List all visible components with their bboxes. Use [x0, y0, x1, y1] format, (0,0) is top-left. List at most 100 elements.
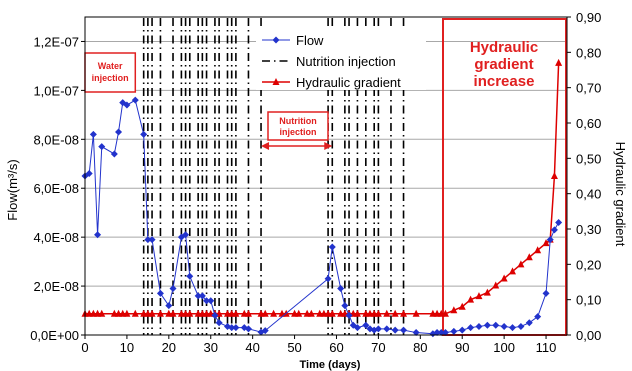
flow-point: [525, 319, 533, 327]
gradient-point: [467, 295, 475, 303]
flow-point: [85, 170, 93, 178]
gradient-point: [475, 292, 483, 300]
gradient-point: [555, 58, 563, 66]
y2-tick-label: 0,00: [576, 328, 601, 343]
nutrition-injection-label: injection: [279, 127, 316, 137]
flow-point: [182, 231, 190, 239]
flow-point: [94, 231, 102, 239]
gradient-point: [500, 274, 508, 282]
flow-point: [475, 322, 483, 330]
legend-background: [256, 28, 426, 90]
nutrition-injection-label: Nutrition: [279, 116, 317, 126]
flow-point: [169, 285, 177, 293]
y-tick-label: 8,0E-08: [33, 132, 79, 147]
gradient-point: [148, 309, 156, 317]
gradient-point: [328, 309, 336, 317]
x-tick-label: 30: [204, 340, 218, 355]
flow-point: [412, 329, 420, 337]
flow-point: [534, 313, 542, 321]
x-tick-label: 0: [81, 340, 88, 355]
flow-point: [144, 236, 152, 244]
x-tick-label: 110: [536, 340, 557, 355]
y2-tick-label: 0,60: [576, 116, 601, 131]
gradient-point: [186, 309, 194, 317]
flow-point: [450, 327, 458, 335]
flow-point: [198, 292, 206, 300]
flow-point: [353, 324, 361, 332]
flow-point: [500, 322, 508, 330]
y-tick-label: 4,0E-08: [33, 230, 79, 245]
legend-flow-marker: [272, 36, 280, 44]
flow-point: [542, 289, 550, 297]
flow-point: [165, 302, 173, 310]
flow-point: [203, 297, 211, 305]
y-tick-label: 6,0E-08: [33, 181, 79, 196]
gradient-point: [525, 253, 533, 261]
gradient-point: [261, 309, 269, 317]
annotation-texts: WaterinjectionNutritioninjectionHydrauli…: [92, 39, 539, 137]
flow-point: [244, 325, 252, 333]
flow-point: [391, 326, 399, 334]
axis-ticks: 0,0E+00 2,0E-08 4,0E-08 6,0E-08 8,0E-08 1,0E-…: [30, 10, 601, 355]
legend: Flow Nutrition injection Hydraulic gradien…: [256, 28, 426, 90]
flow-point: [261, 327, 269, 335]
water-injection-label: Water: [98, 61, 123, 71]
flow-point: [211, 311, 219, 319]
flow-point: [458, 326, 466, 334]
y-tick-label: 1,0E-07: [33, 83, 79, 98]
gradient-point: [307, 309, 315, 317]
gradient-point: [98, 309, 106, 317]
x-axis-label: Time (days): [300, 359, 361, 371]
gradient-increase-label: increase: [474, 73, 535, 90]
y2-tick-label: 0,70: [576, 81, 601, 96]
x-tick-label: 100: [493, 340, 515, 355]
flow-point: [550, 226, 558, 234]
flow-point: [345, 311, 353, 319]
x-tick-label: 70: [371, 340, 385, 355]
x-tick-label: 50: [287, 340, 301, 355]
legend-injection-label: Nutrition injection: [296, 54, 396, 69]
gradient-point: [232, 309, 240, 317]
flow-point: [374, 325, 382, 333]
flow-point: [215, 319, 223, 327]
y2-tick-label: 0,80: [576, 45, 601, 60]
y2-tick-label: 0,20: [576, 257, 601, 272]
injection-events: [142, 18, 405, 335]
flow-point: [98, 143, 106, 151]
flow-point: [123, 101, 131, 109]
y2-tick-label: 0,10: [576, 293, 601, 308]
flow-point: [341, 302, 349, 310]
flow-point: [131, 96, 139, 104]
flow-point: [441, 329, 449, 337]
gradient-point: [509, 267, 517, 275]
nutrition-injection-box: [267, 111, 329, 141]
gradient-point: [492, 281, 500, 289]
gradient-increase-label: Hydraulic: [470, 39, 538, 56]
gradient-point: [123, 309, 131, 317]
gradient-point: [270, 309, 278, 317]
legend-gradient-marker: [272, 78, 280, 85]
flow-point: [194, 292, 202, 300]
flow-point: [156, 289, 164, 297]
gradient-point: [517, 260, 525, 268]
plot-frame: [84, 16, 568, 336]
flow-point: [89, 130, 97, 138]
y-tick-label: 1,2E-07: [33, 34, 79, 49]
flow-point: [517, 322, 525, 330]
x-tick-label: 10: [120, 340, 134, 355]
gradient-point: [131, 309, 139, 317]
gradient-point: [550, 172, 558, 179]
y-axis-label: Flow(m³/s): [5, 159, 20, 220]
flow-point: [483, 321, 491, 329]
y-tick-label: 2,0E-08: [33, 279, 79, 294]
y2-tick-label: 0,30: [576, 222, 601, 237]
gradient-point: [383, 309, 391, 317]
gradient-point: [450, 306, 458, 314]
y2-tick-label: 0,50: [576, 151, 601, 166]
y2-tick-label: 0,40: [576, 187, 601, 202]
flow-point: [383, 325, 391, 333]
y2-tick-label: 0,90: [576, 10, 601, 25]
flow-point: [110, 150, 118, 158]
legend-flow-label: Flow: [296, 33, 324, 48]
